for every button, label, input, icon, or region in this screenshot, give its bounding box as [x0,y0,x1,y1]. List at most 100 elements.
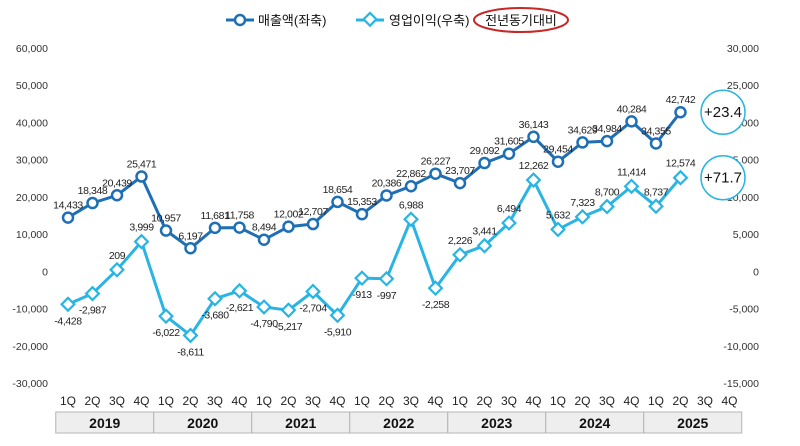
sales-point [161,226,171,236]
quarter-label: 2Q [84,394,100,408]
sales-point [357,209,367,219]
quarter-label: 4Q [525,394,541,408]
sales-point [431,169,441,179]
sales-point [210,223,220,233]
sales-data-label: 34,355 [641,125,671,137]
right-tick-label: -5,000 [729,304,759,316]
right-tick-label: 5,000 [733,229,759,241]
left-tick-label: 0 [42,266,48,278]
legend-sales-label: 매출액(좌축) [258,13,326,28]
profit-data-label: 12,262 [519,160,549,172]
sales-point [333,197,343,207]
sales-data-label: 18,654 [323,184,353,196]
profit-point [62,298,75,311]
sales-point [406,181,416,191]
sales-data-label: 23,707 [445,165,475,177]
right-tick-label: 25,000 [727,80,759,92]
sales-point [382,190,392,200]
sales-data-label: 20,439 [102,177,132,189]
sales-data-label: 40,284 [617,103,647,115]
quarter-label: 3Q [305,394,321,408]
sales-point [235,223,245,233]
yoy-badge-text: +23.4 [704,104,742,121]
sales-point [259,235,269,245]
sales-point [602,136,612,146]
profit-data-label: 12,574 [666,158,696,170]
sales-point [112,190,122,200]
profit-data-label: -8,611 [177,346,204,358]
quarter-label: 1Q [60,394,76,408]
profit-data-label: 5,632 [546,209,571,221]
left-tick-label: 60,000 [16,43,48,55]
quarter-label: 4Q [427,394,443,408]
year-label: 2019 [89,415,120,431]
sales-data-label: 25,471 [127,159,157,171]
legend-profit-marker-icon [364,13,377,26]
sales-point [137,172,147,182]
year-label: 2020 [187,415,218,431]
sales-data-label: 22,862 [396,168,426,180]
axes: 60,00050,00040,00030,00020,00010,0000-10… [12,43,759,390]
profit-data-label: -2,704 [299,302,327,314]
year-label: 2021 [285,415,316,431]
profit-data-label: 6,988 [399,199,424,211]
quarter-label: 3Q [501,394,517,408]
profit-data-label: -6,022 [152,327,180,339]
quarter-label: 2Q [672,394,688,408]
profit-data-label: -5,217 [275,321,303,333]
profit-point [576,210,589,223]
sales-data-label: 29,454 [543,144,573,156]
sales-point [63,213,73,223]
year-label: 2023 [481,415,512,431]
profit-data-label: 6,494 [497,203,522,215]
quarter-label: 1Q [158,394,174,408]
profit-data-label: 209 [109,250,126,262]
left-tick-label: 40,000 [16,117,48,129]
yoy-badges: +23.4 +71.7 [701,90,745,199]
legend-yoy-label: 전년동기대비 [485,13,557,28]
sales-data-label: 8,494 [252,222,277,234]
profit-data-label: -4,428 [54,315,82,327]
sales-point [186,243,196,253]
sales-point [88,198,98,208]
right-tick-label: 0 [753,266,759,278]
legend-profit-label: 영업이익(우축) [389,13,469,28]
legend-sales-marker-icon [235,15,245,25]
right-tick-label: -15,000 [723,378,759,390]
sales-point [676,107,686,117]
sales-data-label: 42,742 [666,94,696,106]
right-tick-label: 30,000 [727,43,759,55]
quarter-label: 4Q [623,394,639,408]
sales-point [651,138,661,148]
year-label: 2022 [383,415,414,431]
quarter-label: 2Q [280,394,296,408]
quarter-label: 3Q [207,394,223,408]
quarter-label: 1Q [648,394,664,408]
quarter-label: 2Q [476,394,492,408]
sales-data-label: 12,707 [298,206,328,218]
year-label: 2025 [677,415,708,431]
profit-point [405,213,418,226]
sales-point [529,132,539,142]
quarter-label: 1Q [550,394,566,408]
left-tick-label: 10,000 [16,229,48,241]
quarter-label: 4Q [133,394,149,408]
sales-data-label: 6,197 [178,230,203,242]
left-tick-label: -10,000 [12,304,48,316]
sales-point [284,222,294,232]
profit-data-label: 8,700 [595,187,620,199]
profit-data-label: -2,258 [422,299,450,311]
sales-data-label: 31,605 [494,136,524,148]
profit-data-label: 11,414 [617,166,646,178]
quarter-label: 1Q [256,394,272,408]
profit-data-label: 7,323 [570,197,595,209]
quarter-label: 2Q [182,394,198,408]
x-axis: 1Q 2Q 3Q 4Q 1Q 2Q 3Q 4Q 1Q 2Q 3Q 4Q 1Q 2Q 3Q 4Q 1Q 2Q 3Q 4Q… [56,394,742,433]
profit-data-label: 2,226 [448,235,473,247]
quarter-label: 3Q [403,394,419,408]
year-label: 2024 [579,415,610,431]
profit-data-label: -2,621 [226,302,254,314]
sales-point [308,219,318,229]
